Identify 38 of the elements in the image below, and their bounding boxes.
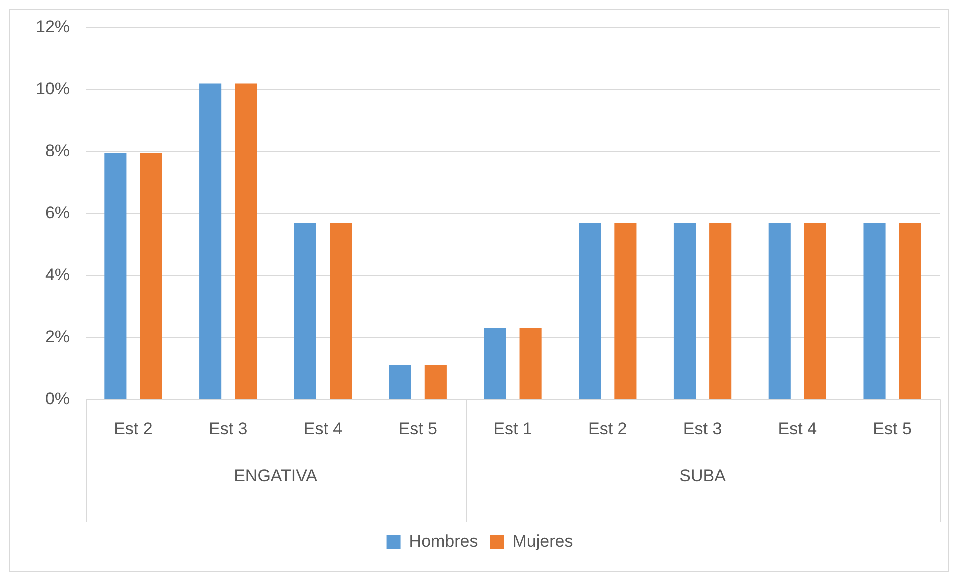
x-tick-label: Est 4 (304, 419, 343, 438)
bar (389, 366, 412, 400)
y-tick-label: 10% (36, 80, 70, 99)
text: ENGATIVA (234, 466, 318, 486)
bar (484, 328, 506, 400)
bar (424, 366, 447, 400)
bar (235, 84, 258, 400)
x-tick-label: Est 4 (778, 419, 818, 438)
bar (294, 223, 316, 400)
x-tick-label: Est 5 (873, 419, 912, 438)
legend-label: Mujeres (512, 532, 574, 552)
text: SUBA (680, 466, 727, 486)
bar (104, 153, 127, 400)
legend-label: Hombres (409, 532, 478, 552)
x-tick-label: Est 3 (208, 419, 248, 438)
x-tick-label: Est 1 (494, 419, 532, 438)
y-tick-label: 0% (45, 389, 70, 408)
bar (579, 223, 602, 400)
bar (899, 223, 922, 400)
y-tick-label: 6% (45, 203, 70, 222)
x-tick-label: Est 5 (398, 419, 438, 438)
bar (614, 223, 637, 400)
bar (140, 153, 162, 400)
bar (710, 223, 732, 400)
x-tick-label: Est 3 (683, 419, 722, 438)
bar (330, 223, 352, 400)
y-tick-label: 12% (36, 18, 70, 37)
bar (804, 223, 826, 400)
y-tick-label: 4% (45, 265, 70, 284)
y-tick-label: 8% (45, 142, 70, 161)
x-tick-label: Est 2 (588, 419, 628, 438)
y-tick-label: 2% (45, 327, 70, 346)
bar (200, 84, 222, 400)
x-tick-label: Est 2 (114, 419, 153, 438)
bar (768, 223, 791, 400)
bar (864, 223, 886, 400)
bar (674, 223, 696, 400)
bar (520, 328, 542, 400)
